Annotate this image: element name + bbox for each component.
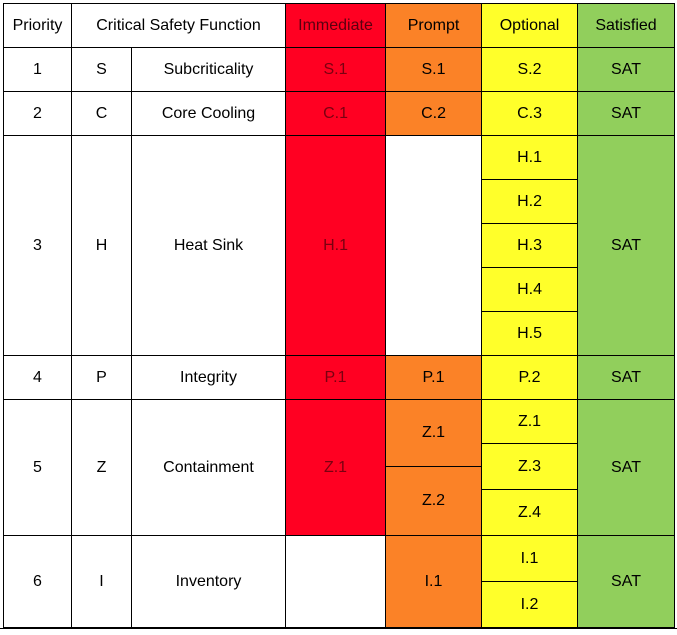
prompt-cell: S.1 [385,47,483,92]
immediate-cell-empty [285,535,387,628]
prompt-cell: P.1 [385,355,483,400]
table-subrow: H.5 [4,311,675,356]
table-subrow: I.2 [4,581,675,628]
table-row: 6 I Inventory I.1 I.1 SAT [3,535,676,628]
csf-name-cell: Inventory [130,535,287,628]
table-row: 3 H Heat Sink H.1 H.1 SAT [3,135,676,356]
header-prompt: Prompt [385,3,483,48]
header-priority: Priority [3,3,72,48]
immediate-cell: C.1 [285,91,387,136]
table-subrow: Z.2 [4,466,675,536]
csf-code-cell: H [71,135,132,356]
immediate-cell: P.1 [285,355,387,400]
csf-name-cell: Subcriticality [130,47,287,92]
optional-cell: C.3 [481,91,579,136]
immediate-cell: Z.1 [285,399,387,536]
table-row: 4 P Integrity P.1 P.1 P.2 SAT [3,355,676,400]
immediate-cell: H.1 [285,135,387,356]
optional-cell: P.2 [481,355,579,400]
csf-name-cell: Core Cooling [130,91,287,136]
prompt-cell: I.1 [385,535,483,628]
priority-cell: 2 [3,91,72,136]
header-csf: Critical Safety Function [70,3,287,48]
table-subrow: H.2 [4,179,675,224]
table-row: 1 S Subcriticality S.1 S.1 S.2 SAT [3,47,676,92]
prompt-cell: C.2 [385,91,483,136]
header-satisfied: Satisfied [577,3,676,48]
satisfied-cell: SAT [577,535,676,628]
satisfied-cell: SAT [577,91,676,136]
csf-name-cell: Integrity [130,355,287,400]
csf-code-cell: S [71,47,132,92]
priority-cell: 1 [3,47,72,92]
optional-cell: Z.3 [481,443,579,490]
optional-cell: H.3 [481,223,579,268]
priority-cell: 6 [3,535,72,628]
optional-cell: H.4 [481,267,579,312]
optional-cell: I.1 [481,535,579,582]
satisfied-cell: SAT [577,47,676,92]
bottom-border-line [0,628,677,635]
optional-cell: I.2 [481,581,579,628]
optional-cell: H.5 [481,311,579,356]
optional-cell: H.2 [481,179,579,224]
csf-code-cell: C [71,91,132,136]
optional-cell: H.1 [481,135,579,180]
prompt-cell: Z.2 [385,466,483,536]
priority-cell: 4 [3,355,72,400]
table-row: 5 Z Containment Z.1 Z.1 Z.1 SAT [3,399,676,536]
csf-code-cell: Z [71,399,132,536]
prompt-cell-empty [385,135,483,356]
table-row: 2 C Core Cooling C.1 C.2 C.3 SAT [3,91,676,136]
table-subrow: Z.3 [4,443,675,490]
table-subrow: H.3 [4,223,675,268]
immediate-cell: S.1 [285,47,387,92]
priority-cell: 3 [3,135,72,356]
csf-code-cell: P [71,355,132,400]
prompt-cell: Z.1 [385,399,483,467]
priority-cell: 5 [3,399,72,536]
csf-code-cell: I [71,535,132,628]
satisfied-cell: SAT [577,135,676,356]
header-optional: Optional [481,3,579,48]
satisfied-cell: SAT [577,399,676,536]
critical-safety-function-table: Priority Critical Safety Function Immedi… [3,3,676,628]
optional-cell: Z.1 [481,399,579,444]
optional-cell: Z.4 [481,489,579,536]
header-row: Priority Critical Safety Function Immedi… [3,3,676,48]
csf-name-cell: Heat Sink [130,135,287,356]
header-immediate: Immediate [285,3,387,48]
csf-name-cell: Containment [130,399,287,536]
optional-cell: S.2 [481,47,579,92]
table-subrow: Z.4 [4,489,675,536]
satisfied-cell: SAT [577,355,676,400]
